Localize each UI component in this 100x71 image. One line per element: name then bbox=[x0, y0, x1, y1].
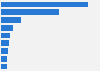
Bar bbox=[1, 33, 10, 38]
Bar bbox=[1, 9, 59, 15]
Bar bbox=[1, 64, 7, 69]
Bar bbox=[1, 40, 9, 46]
Bar bbox=[1, 2, 88, 7]
Bar bbox=[1, 25, 13, 31]
Bar bbox=[1, 17, 21, 23]
Bar bbox=[1, 48, 8, 54]
Bar bbox=[1, 56, 7, 62]
